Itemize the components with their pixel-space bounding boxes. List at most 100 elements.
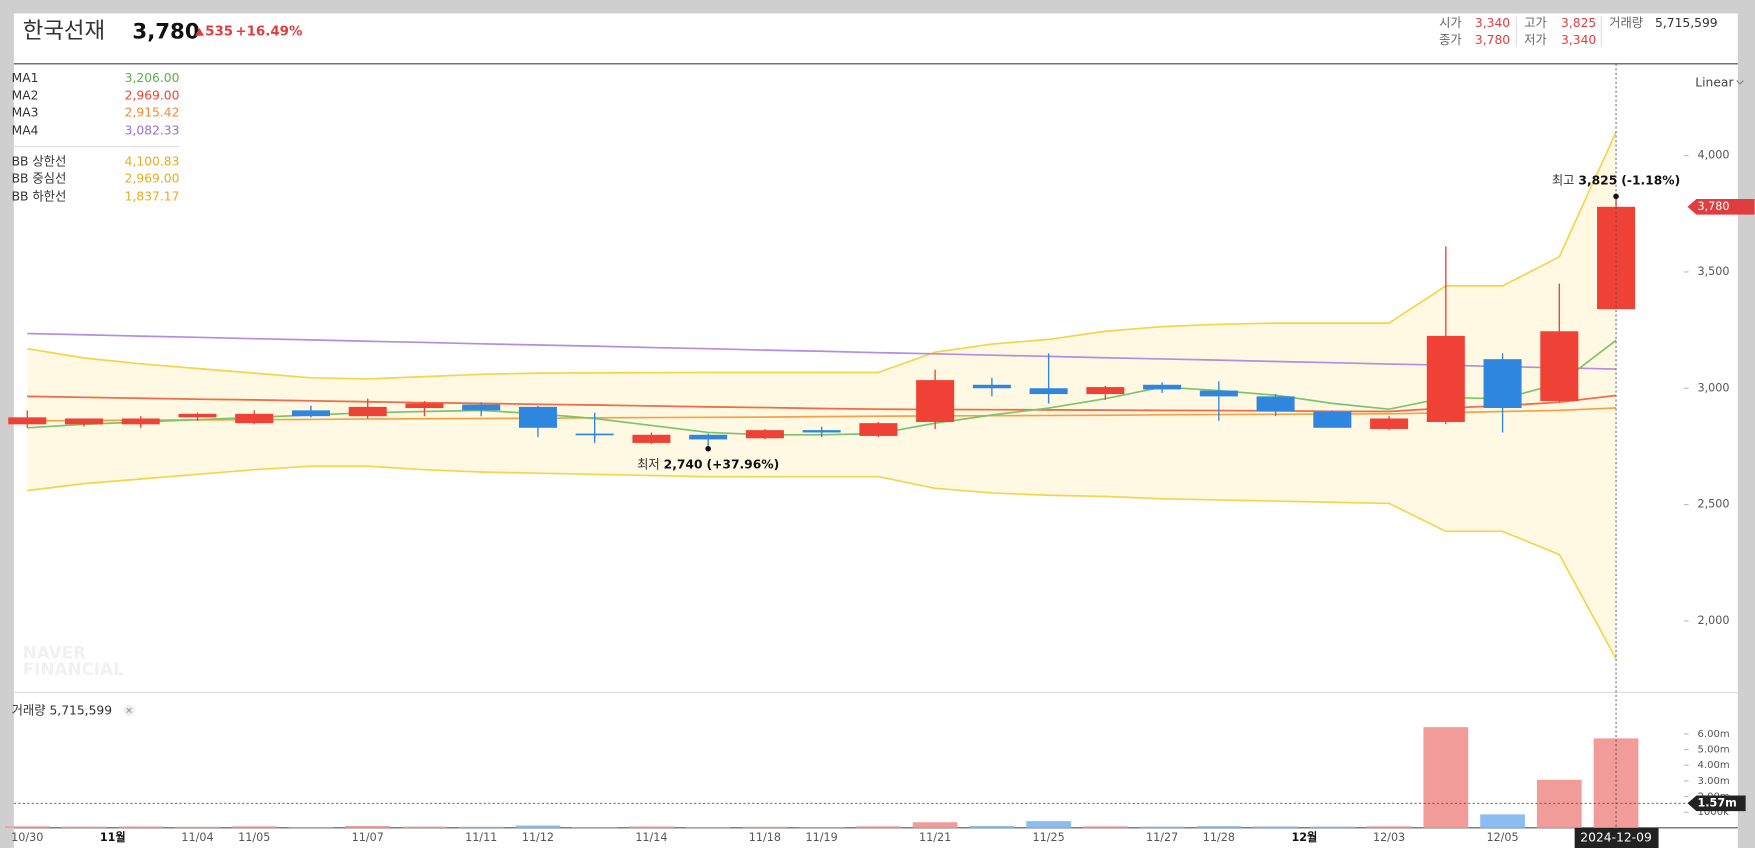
- candle-body: [1199, 390, 1238, 397]
- stat-value: 3,340: [1561, 33, 1596, 47]
- stat-label: 시가: [1439, 16, 1462, 30]
- volume-bar: [1309, 826, 1355, 828]
- volume-bar: [912, 822, 958, 828]
- candle-body: [1483, 359, 1522, 409]
- annotation-value: 2,740: [664, 457, 703, 471]
- volume-bar: [402, 826, 447, 828]
- x-tick-label: 11월: [100, 830, 126, 844]
- annotation-dot: [1613, 193, 1619, 200]
- volume-bar: [856, 826, 901, 828]
- indicator-line: [27, 465, 1617, 660]
- last-price-tag: [1687, 198, 1755, 215]
- x-tick-label: 11/19: [806, 831, 838, 844]
- candle-body: [178, 413, 217, 418]
- x-tick-label: 11/07: [352, 831, 384, 844]
- candle-body: [1370, 418, 1409, 429]
- annotation-text: 최저: [637, 457, 660, 471]
- x-tick-label: 11/14: [635, 831, 667, 844]
- volume-bar: [742, 826, 788, 828]
- volume-bar: [799, 827, 845, 828]
- stat-label: 종가: [1439, 33, 1462, 47]
- y-tick-label: 2,500: [1698, 498, 1730, 511]
- volume-bar: [458, 826, 504, 828]
- candle-body: [121, 418, 160, 425]
- volume-bar: [1139, 826, 1185, 828]
- legend-name: BB 상한선: [12, 155, 67, 169]
- stat-label: 고가: [1524, 16, 1547, 30]
- x-tick-label: 2024-12-09: [1580, 830, 1651, 844]
- x-tick-label: 11/05: [238, 831, 270, 844]
- volume-bar: [1082, 826, 1128, 828]
- volume-bar: [1253, 826, 1298, 828]
- candle-body: [64, 418, 104, 425]
- plot: 2,0002,5003,0003,5004,0001000k2.00m3.00m…: [4, 63, 1755, 848]
- volume-tick-label: 6.00m: [1698, 729, 1730, 740]
- candle-body: [462, 404, 501, 411]
- legend-name: MA2: [12, 89, 39, 103]
- candle-body: [972, 384, 1011, 389]
- x-tick-label: 11/21: [919, 831, 951, 844]
- x-tick-label: 11/25: [1033, 831, 1065, 844]
- annotation: 최저 2,740 (+37.96%): [637, 457, 779, 471]
- x-tick-label: 11/11: [465, 831, 497, 844]
- scale-mode[interactable]: Linear: [1695, 75, 1734, 89]
- up-arrow: [195, 27, 205, 36]
- x-tick-label: 11/12: [522, 831, 554, 844]
- volume-bar: [1366, 826, 1412, 828]
- x-tick-label: 11/04: [181, 831, 213, 844]
- annotation-change: (+37.96%): [706, 457, 779, 471]
- stat-label: 거래량: [1609, 16, 1643, 30]
- indicator-line: [27, 394, 1617, 413]
- volume-bar: [1480, 814, 1525, 828]
- annotation-text: 최고: [1552, 173, 1575, 187]
- candle-body: [802, 430, 841, 433]
- volume-bar: [288, 826, 334, 828]
- volume-tick-label: 3.00m: [1698, 776, 1730, 787]
- candle-body: [859, 423, 898, 436]
- volume-bar: [61, 826, 107, 828]
- legend-name: BB 하한선: [12, 189, 67, 203]
- watermark: NAVER: [23, 642, 86, 662]
- annotation-value: 3,825: [1578, 173, 1617, 187]
- y-tick-label: 4,000: [1698, 149, 1730, 162]
- volume-bar: [231, 826, 277, 828]
- watermark: FINANCIAL: [23, 659, 124, 679]
- legend-value: 2,915.42: [125, 105, 180, 119]
- x-tick-label: 12월: [1291, 830, 1317, 844]
- volume-bar: [1026, 821, 1071, 828]
- volume-bar: [515, 825, 561, 828]
- x-tick-label: 12/03: [1373, 831, 1405, 844]
- price-change: 535: [205, 24, 233, 39]
- volume-tick-label: 5.00m: [1698, 745, 1730, 756]
- y-tick-label: 3,000: [1698, 381, 1730, 394]
- annotation-dot: [705, 445, 711, 452]
- volume-bar: [1196, 826, 1242, 828]
- candle-body: [1313, 411, 1352, 428]
- annotation-change: (-1.18%): [1621, 173, 1680, 187]
- x-tick-label: 10/30: [11, 831, 43, 844]
- crosshair-date-box: [1574, 827, 1659, 848]
- volume-total: 5,715,599: [49, 703, 112, 717]
- candle-body: [291, 410, 330, 417]
- volume-bar: [969, 825, 1015, 828]
- crosshair-tag: [1687, 795, 1746, 812]
- stat-label: 저가: [1524, 33, 1547, 47]
- legend-value: 2,969.00: [125, 89, 180, 103]
- x-tick-label: 12/05: [1486, 831, 1518, 844]
- candle-body: [348, 406, 387, 417]
- candle-body: [1086, 387, 1125, 395]
- candle-body: [8, 417, 47, 425]
- candle-body: [405, 403, 444, 409]
- candle-body: [632, 434, 671, 443]
- stat-value: 3,340: [1475, 16, 1510, 30]
- x-tick-label: 11/27: [1146, 831, 1178, 844]
- crosshair-tag-label: 1.57m: [1698, 796, 1737, 809]
- close-icon[interactable]: [126, 707, 132, 714]
- volume-tick-label: 1000k: [1698, 807, 1730, 818]
- indicator-line: [27, 131, 1617, 380]
- legend-name: MA3: [12, 105, 39, 119]
- chevron[interactable]: [1736, 80, 1744, 85]
- legend-name: BB 중심선: [12, 171, 67, 185]
- volume-bar: [1423, 727, 1469, 828]
